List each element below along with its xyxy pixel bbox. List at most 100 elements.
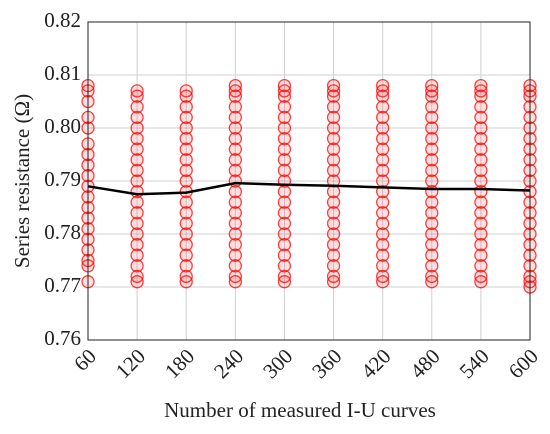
scatter-point (228, 248, 242, 262)
scatter-point (425, 216, 439, 231)
scatter-point (130, 227, 144, 241)
scatter-point (425, 195, 439, 209)
scatter-point (228, 259, 242, 273)
scatter-point (130, 237, 144, 252)
scatter-point (376, 237, 390, 252)
scatter-point (228, 89, 242, 103)
scatter-point (179, 110, 193, 125)
scatter-point (425, 206, 439, 220)
scatter-point (376, 89, 390, 103)
scatter-point (376, 100, 390, 114)
x-tick-label: 120 (111, 344, 150, 383)
scatter-point (277, 78, 292, 93)
scatter-point (130, 131, 144, 146)
scatter-point (425, 248, 439, 262)
x-axis-label: Number of measured I-U curves (164, 398, 436, 422)
scatter-point (277, 84, 292, 98)
scatter-point (474, 84, 488, 98)
scatter-point (326, 248, 341, 262)
scatter-point (277, 121, 292, 135)
scatter-point (425, 269, 439, 284)
scatter-point (228, 206, 242, 220)
scatter-point (228, 184, 242, 199)
scatter-point (277, 195, 292, 209)
scatter-point (425, 100, 439, 114)
scatter-point (425, 131, 439, 146)
scatter-point (376, 84, 390, 98)
scatter-point (130, 142, 144, 156)
scatter-point (326, 275, 341, 289)
scatter-point (376, 248, 390, 262)
scatter-point (179, 163, 193, 178)
scatter-point (425, 78, 439, 93)
scatter-point (130, 206, 144, 220)
scatter-point (277, 248, 292, 262)
scatter-point (179, 216, 193, 231)
scatter-point (228, 121, 242, 135)
scatter-point (376, 163, 390, 178)
scatter-point (179, 237, 193, 252)
scatter-point (376, 206, 390, 220)
scatter-point (376, 227, 390, 241)
x-tick-label: 180 (160, 344, 199, 383)
scatter-point (474, 237, 488, 252)
scatter-point (228, 269, 242, 284)
scatter-point (474, 153, 488, 167)
plot-frame (87, 21, 531, 341)
scatter-point (179, 153, 193, 167)
scatter-point (130, 121, 144, 135)
scatter-point (474, 100, 488, 114)
scatter-point (179, 174, 193, 188)
scatter-point (228, 131, 242, 146)
y-tick-label: 0.77 (44, 273, 81, 297)
scatter-point (376, 78, 390, 93)
scatter-point (277, 237, 292, 252)
scatter-point (474, 216, 488, 231)
y-tick-label: 0.81 (44, 61, 81, 85)
x-tick-label: 540 (455, 344, 494, 383)
scatter-point (326, 237, 341, 252)
scatter-point (425, 227, 439, 241)
scatter-point (474, 163, 488, 178)
mean-line (87, 181, 531, 196)
scatter-point (228, 78, 242, 93)
scatter-point (376, 195, 390, 209)
scatter-point (425, 89, 439, 103)
scatter-point (130, 195, 144, 209)
scatter-point (130, 153, 144, 167)
scatter-point (326, 100, 341, 114)
scatter-point (474, 259, 488, 273)
scatter-point (130, 174, 144, 188)
scatter-point (130, 216, 144, 231)
scatter-point (326, 269, 341, 284)
scatter-point (228, 237, 242, 252)
scatter-point (326, 142, 341, 156)
scatter-point (425, 110, 439, 125)
scatter-point (425, 142, 439, 156)
scatter-point (474, 269, 488, 284)
scatter-point (277, 259, 292, 273)
scatter-point (277, 100, 292, 114)
scatter-point (179, 275, 193, 289)
scatter-point (228, 84, 242, 98)
scatter-point (425, 121, 439, 135)
x-tick-label: 240 (209, 344, 248, 383)
x-tick-label: 420 (356, 344, 395, 383)
scatter-point (425, 237, 439, 252)
scatter-point (277, 216, 292, 231)
scatter-point (474, 121, 488, 135)
scatter-point (179, 89, 193, 103)
scatter-point (277, 269, 292, 284)
scatter-point (277, 142, 292, 156)
scatter-point (474, 206, 488, 220)
scatter-point (228, 142, 242, 156)
scatter-point (130, 248, 144, 262)
scatter-point (179, 121, 193, 135)
scatter-point (376, 269, 390, 284)
scatter-point (179, 248, 193, 262)
scatter-point (326, 195, 341, 209)
scatter-point (179, 227, 193, 241)
scatter-point (326, 163, 341, 178)
scatter-point (277, 163, 292, 178)
